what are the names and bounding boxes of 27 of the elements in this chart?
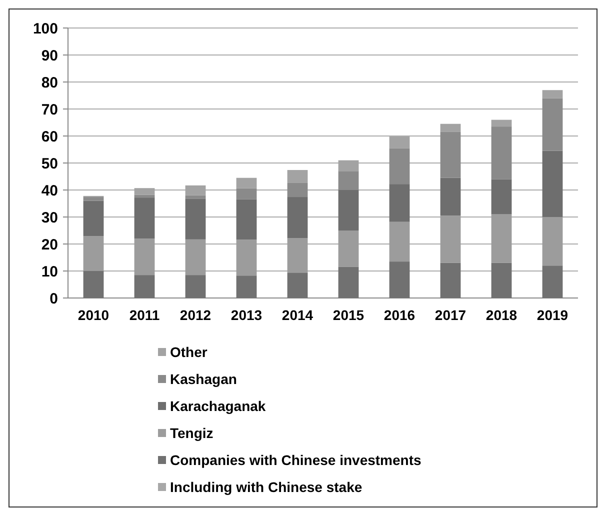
x-tick-label: 2012: [180, 307, 212, 323]
x-tick-label: 2018: [486, 307, 518, 323]
x-tick-label: 2017: [434, 307, 466, 323]
legend-label: Tengiz: [170, 424, 214, 441]
y-tick-label: 100: [32, 20, 58, 38]
legend-label: Karachaganak: [170, 398, 266, 414]
legend-label: Kashagan: [170, 370, 237, 387]
x-tick-label: 2011: [129, 307, 160, 323]
x-tick-label: 2014: [282, 307, 314, 323]
y-tick-label: 60: [41, 128, 58, 146]
y-tick-label: 80: [41, 74, 58, 92]
x-tick-label: 2016: [384, 307, 416, 323]
y-tick-label: 40: [41, 182, 58, 200]
y-tick-label: 90: [41, 47, 58, 64]
legend-label: Companies with Chinese investments: [170, 452, 422, 468]
x-tick-label: 2015: [332, 307, 364, 323]
x-tick-label: 2013: [230, 307, 262, 323]
y-tick-label: 50: [41, 155, 58, 172]
y-tick-label: 70: [41, 101, 58, 118]
x-tick-label: 2019: [536, 307, 568, 323]
x-tick-label: 2010: [78, 307, 110, 323]
y-tick-label: 20: [41, 236, 58, 254]
y-tick-label: 0: [50, 290, 58, 308]
legend-label: Other: [170, 344, 208, 360]
y-tick-label: 10: [41, 263, 58, 280]
legend-label: Including with Chinese stake: [170, 478, 362, 495]
y-tick-label: 30: [41, 209, 58, 226]
